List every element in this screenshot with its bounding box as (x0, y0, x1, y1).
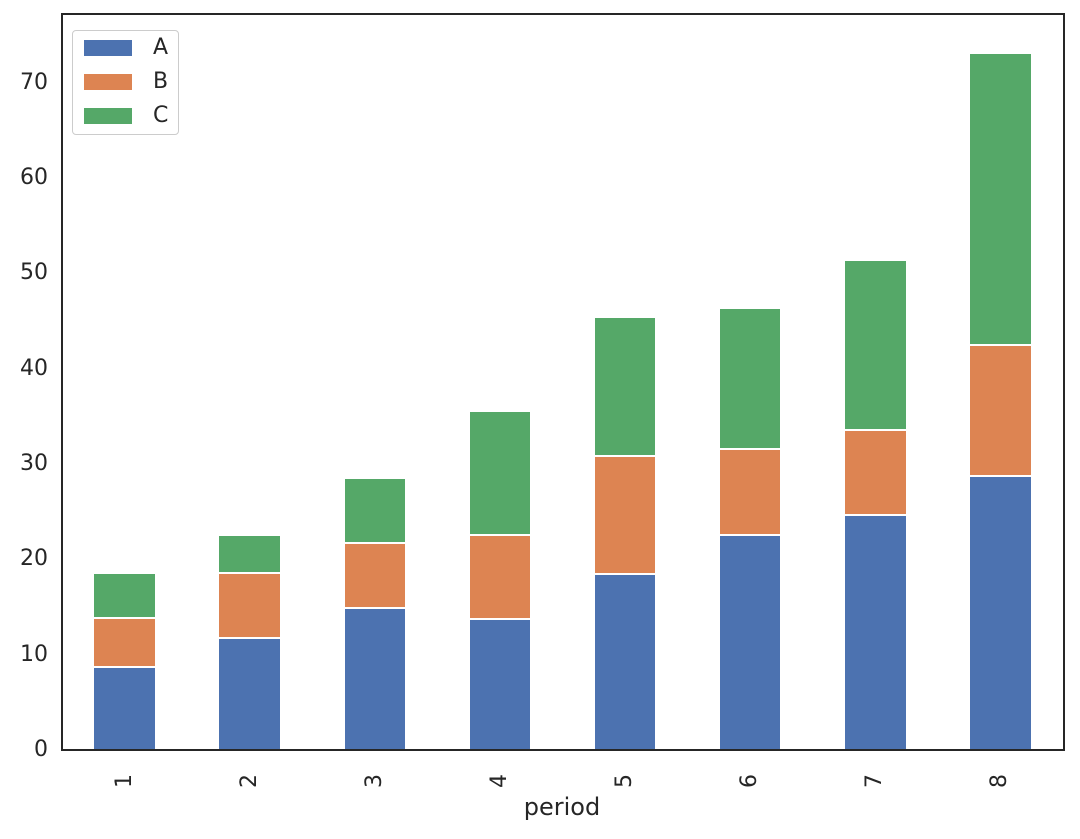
bar-segment-A-1 (93, 667, 156, 750)
bar-segment-A-3 (343, 607, 407, 750)
bar-segment-B-1 (93, 618, 156, 668)
legend-entry-A: A (73, 31, 178, 65)
bar-segment-B-3 (343, 543, 407, 608)
legend-swatch-C (84, 108, 132, 124)
legend-label: A (153, 35, 169, 60)
bar-segment-C-8 (969, 53, 1032, 345)
legend-swatch-B (84, 74, 132, 90)
bar-segment-A-4 (468, 619, 532, 750)
y-tick-label: 0 (34, 737, 48, 762)
legend-label: C (153, 103, 169, 128)
x-tick-label: 2 (236, 774, 262, 788)
x-tick-label: 1 (111, 774, 137, 788)
bar-segment-B-6 (718, 448, 782, 535)
bar-segment-A-7 (844, 514, 907, 750)
bar-segment-A-2 (218, 637, 281, 750)
y-tick-label: 10 (20, 641, 48, 667)
y-tick-label: 20 (20, 546, 48, 572)
legend-swatch-A (84, 40, 132, 56)
bar-segment-A-8 (969, 476, 1032, 750)
bar-segment-C-1 (93, 572, 156, 619)
bar-segment-C-4 (468, 410, 532, 535)
y-tick-label: 50 (20, 260, 48, 286)
bar-segment-C-6 (718, 307, 782, 449)
bar-segment-C-2 (218, 534, 281, 573)
bar-segment-C-7 (844, 259, 907, 430)
bar-segment-B-7 (844, 429, 907, 515)
bar-segment-B-4 (468, 534, 532, 620)
y-tick-label: 70 (20, 69, 48, 95)
x-axis-label: period (523, 793, 601, 821)
y-tick-label: 30 (20, 450, 48, 476)
legend-label: B (153, 69, 169, 94)
bar-segment-A-5 (593, 573, 657, 750)
y-tick-label: 40 (20, 355, 48, 381)
bar-segment-C-5 (593, 317, 657, 457)
x-tick-label: 7 (862, 774, 888, 788)
plot-area-border (61, 13, 1065, 751)
bar-segment-B-5 (593, 456, 657, 574)
bar-segment-B-8 (969, 344, 1032, 477)
legend-entry-B: B (73, 65, 178, 99)
bar-segment-A-6 (718, 534, 782, 750)
x-tick-label: 8 (987, 774, 1013, 788)
y-tick-label: 60 (20, 164, 48, 190)
legend-entry-C: C (73, 99, 178, 133)
bar-segment-B-2 (218, 572, 281, 638)
bar-segment-C-3 (343, 478, 407, 544)
